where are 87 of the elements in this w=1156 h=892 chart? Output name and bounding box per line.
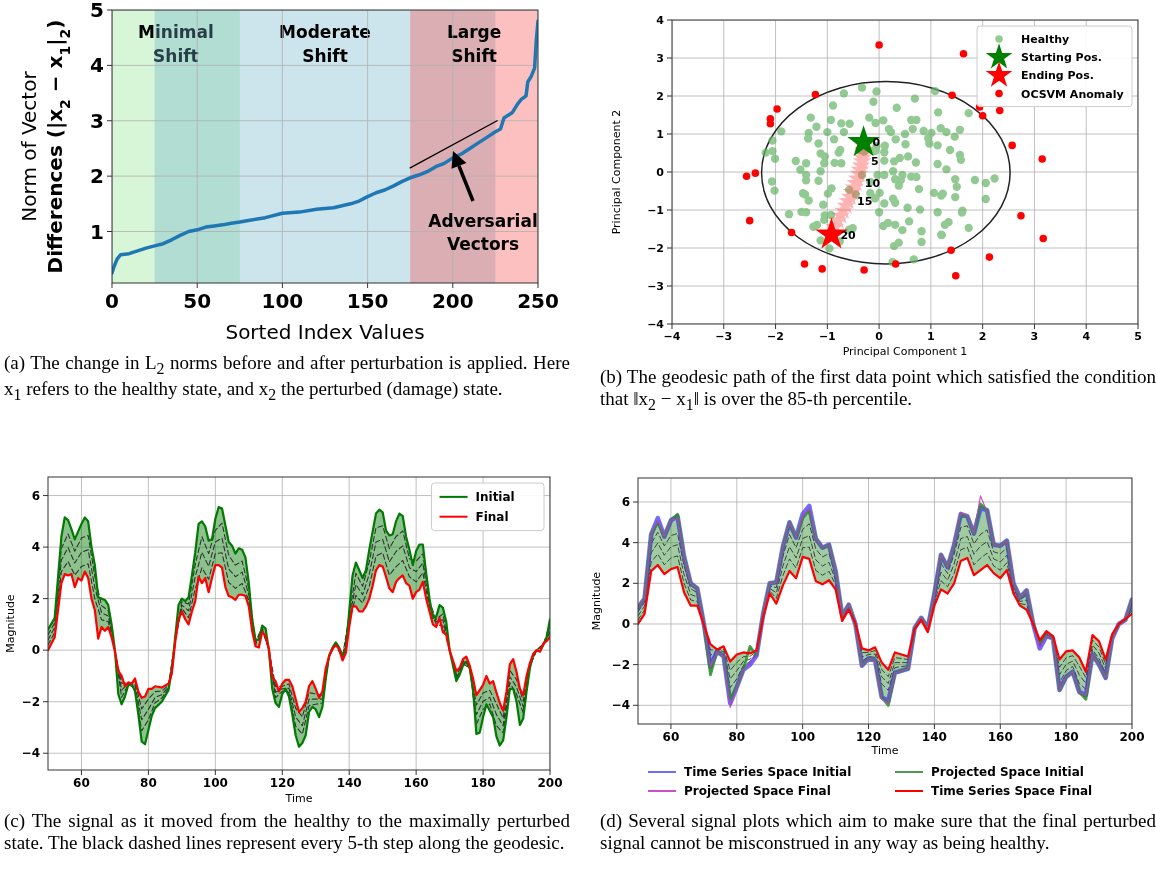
y-tick-label: 5 [90,0,104,22]
y-tick-label: 4 [621,535,630,550]
band-label: Moderate Shift [279,22,371,66]
y-tick-label: −4 [21,746,40,761]
annotation: 5 [871,155,879,169]
x-tick-label: 0 [875,330,884,343]
x-tick-label: 100 [202,776,228,790]
annotation: 10 [864,177,881,191]
x-tick-label: 120 [856,730,882,744]
x-tick-label: 200 [537,776,563,790]
annotation: 0 [872,136,881,150]
x-tick-label: −1 [818,330,836,343]
y-tick-label: −2 [647,241,664,255]
x-tick-label: 200 [431,289,474,313]
x-axis-title: Time [870,744,899,757]
x-tick-label: 140 [336,776,362,790]
y-tick-label: 3 [90,108,104,133]
y-axis-title: Magnitude [4,594,17,653]
annotation: Adversarial Vectors [428,211,538,254]
x-tick-label: 80 [728,730,746,744]
y-tick-label: −4 [611,698,630,713]
x-tick-label: −3 [715,330,733,343]
y-tick-label: 2 [31,591,40,606]
text: (b) The geodesic path of the first data point which satisfied the condition that ‖x$_{2}$ − x$_{1}$‖ is over the 85-th percentile. [600,366,1156,414]
annotation: 15 [857,195,873,209]
y-tick-label: 4 [90,53,104,78]
band-label: Large Shift [446,22,502,66]
legend-label: Time Series Space Initial [684,765,852,779]
x-tick-label: 140 [921,730,947,744]
x-axis-title: Sorted Index Values [225,320,425,344]
y-tick-label: 0 [31,643,40,658]
text: (d) Several signal plots which aim to make sure that the final perturbed signal cannot be misconstrued in any way as being healthy. [600,810,1156,854]
y-tick-label: −1 [647,203,664,217]
x-tick-label: 4 [1082,330,1091,343]
y-tick-label: 2 [621,576,630,591]
x-tick-label: 180 [1053,730,1079,744]
x-tick-label: 60 [73,776,90,790]
x-axis-title: Principal Component 1 [842,345,968,358]
y-axis-title: Magnitude [590,571,603,631]
x-tick-label: 180 [470,776,496,790]
legend-label: Time Series Space Final [931,784,1093,798]
y-tick-label: 1 [656,127,664,141]
x-tick-label: 200 [1119,730,1145,744]
y-tick-label: −2 [21,694,40,709]
x-tick-label: 50 [183,289,212,313]
x-tick-label: 250 [517,289,559,313]
x-tick-label: 5 [1134,330,1142,343]
y-tick-label: 0 [656,165,665,179]
y-tick-label: 4 [31,540,40,555]
x-tick-label: 150 [346,289,389,313]
legend-label: Final [475,509,509,524]
x-tick-label: 100 [261,289,304,313]
y-tick-label: 0 [621,616,630,631]
x-tick-label: −2 [767,330,784,343]
x-tick-label: 2 [978,330,987,343]
y-tick-label: 2 [90,164,104,189]
x-tick-label: 160 [987,730,1013,744]
legend-label: Initial [475,489,515,504]
x-tick-label: 80 [140,776,157,790]
legend-label: OCSVM Anomaly [1021,87,1124,101]
y-tick-label: −4 [647,317,665,331]
legend-label: Projected Space Initial [931,765,1084,779]
x-tick-label: 1 [927,330,935,343]
legend-label: Projected Space Final [684,784,831,798]
legend-label: Ending Pos. [1021,68,1094,82]
legend-label: Healthy [1021,32,1070,46]
x-tick-label: 60 [662,730,680,744]
y-tick-label: 1 [90,219,104,244]
text: (a) The change in L$_{2}$ norms before and after perturbation is applied. Here x$_{1}$ refers to the healthy state, and x$_{2}$ the perturbed (damage) state. [4,352,570,403]
y-tick-label: −2 [611,657,630,672]
text: (c) The signal as it moved from the healthy to the maximally perturbed state. The black dashed lines represent every 5-th step along the geodesic. [4,810,570,854]
y-tick-label: 6 [31,488,40,503]
y-tick-label: 6 [621,494,630,509]
x-tick-label: 3 [1030,330,1039,343]
legend-label: Starting Pos. [1021,50,1102,64]
x-tick-label: 0 [105,289,119,313]
annotation: 20 [840,228,857,242]
x-tick-label: 100 [790,730,816,744]
x-tick-label: 120 [269,776,295,790]
band-label: Minimal Shift [138,22,214,66]
y-tick-label: 4 [656,13,665,27]
y-tick-label: 3 [656,51,664,65]
x-tick-label: 160 [403,776,429,790]
y-axis-title: Principal Component 2 [610,109,623,235]
y-tick-label: 2 [656,89,664,103]
y-tick-label: −3 [647,279,664,293]
x-axis-title: Time [284,792,313,805]
